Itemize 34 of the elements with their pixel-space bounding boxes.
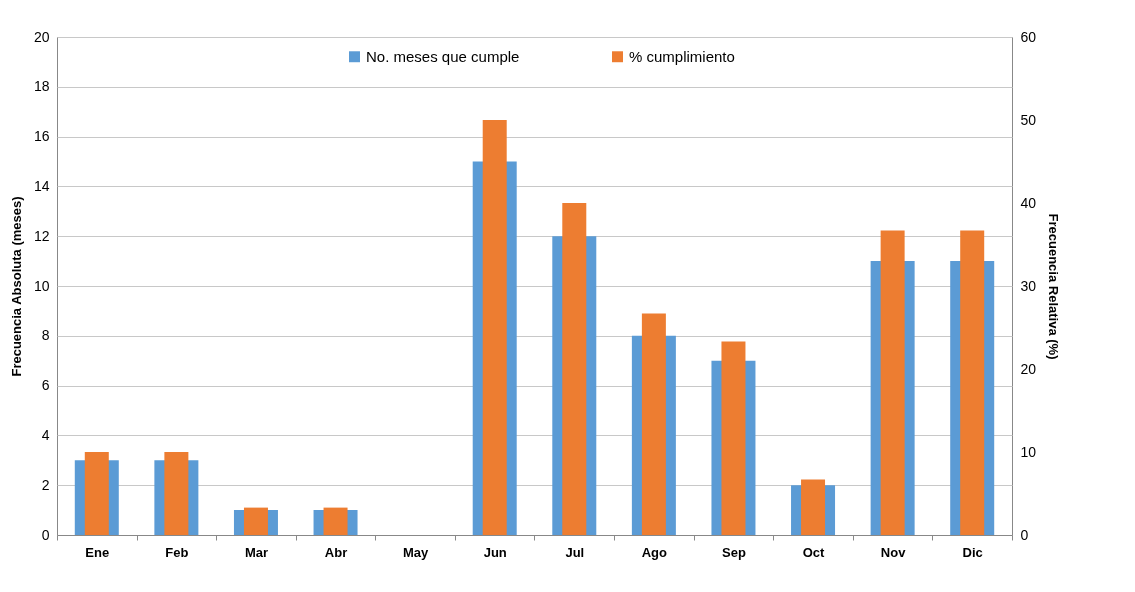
x-tick-label: Mar — [244, 544, 269, 560]
x-tick-label: Feb — [165, 544, 189, 560]
y2-tick-label: 60 — [1020, 28, 1037, 45]
y2-axis-title: Frecuencia Relativa (%) — [1046, 213, 1062, 360]
y-tick-label: 16 — [33, 128, 50, 145]
x-tick-label: Jun — [483, 544, 507, 560]
y2-tick-label: 50 — [1020, 111, 1037, 128]
y-tick-label: 8 — [41, 327, 50, 344]
y2-tick-label: 30 — [1020, 277, 1037, 294]
x-tick-label: Ago — [641, 544, 668, 560]
y-axis-title: Frecuencia Absoluta (meses) — [8, 196, 24, 377]
y2-tick-label: 10 — [1020, 443, 1037, 460]
y2-tick-label: 20 — [1020, 360, 1037, 377]
x-tick-label: May — [402, 544, 430, 560]
x-tick-label: Dic — [962, 544, 983, 560]
x-tick-label: Oct — [802, 544, 826, 560]
y-tick-label: 18 — [33, 78, 50, 95]
x-tick-label: Ene — [85, 544, 110, 560]
y-tick-label: 10 — [33, 277, 50, 294]
y2-tick-label: 0 — [1020, 526, 1029, 543]
y-tick-label: 14 — [33, 177, 50, 194]
x-tick-label: Nov — [880, 544, 907, 560]
y-tick-label: 20 — [33, 28, 50, 45]
x-tick-label: Abr — [324, 544, 348, 560]
x-tick-label: Sep — [722, 544, 746, 560]
legend-label: % cumplimiento — [629, 47, 735, 65]
x-tick-label: Jul — [565, 544, 585, 560]
y-tick-label: 2 — [41, 476, 50, 493]
y-tick-label: 4 — [41, 426, 50, 443]
y2-tick-label: 40 — [1020, 194, 1037, 211]
y-tick-label: 0 — [41, 526, 50, 543]
legend-label: No. meses que cumple — [366, 47, 520, 65]
y-tick-label: 6 — [41, 377, 50, 394]
y-tick-label: 12 — [33, 227, 50, 244]
